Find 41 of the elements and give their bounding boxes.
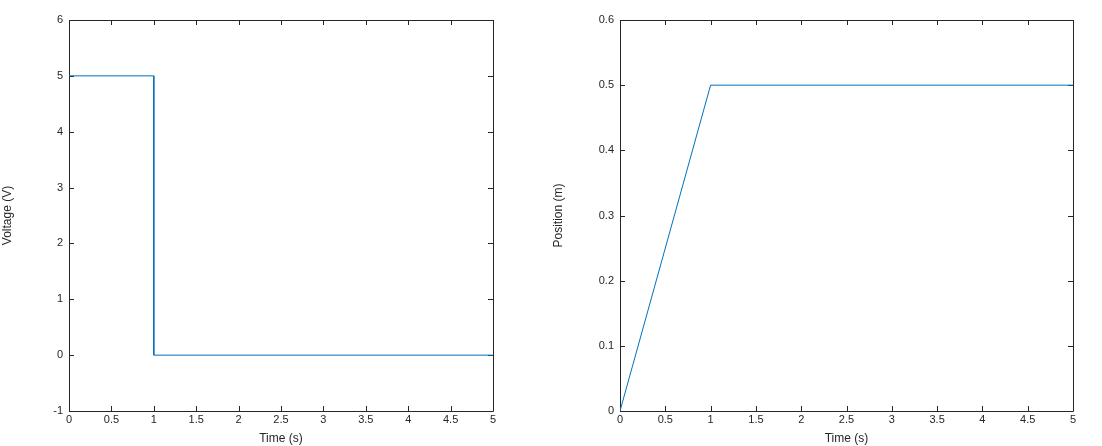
y-tick-label: 0 [607,404,614,417]
y-tick-label: 6 [56,13,63,26]
x-tick-label: 1.5 [188,412,204,425]
x-axis-title: Time (s) [824,431,869,446]
x-tick-label: 2 [235,412,242,425]
y-tick-label: 0.2 [598,273,614,286]
x-tick-label: 3 [320,412,327,425]
y-tick-label: 4 [56,124,63,137]
x-tick-label: 2 [798,412,805,425]
y-tick-label: 0.5 [598,78,614,91]
x-tick-label: 3.5 [358,412,374,425]
x-axis-title: Time (s) [259,431,303,446]
y-tick-label: 2 [56,236,63,249]
x-tick-label: 3.5 [929,412,945,425]
x-tick-label: 4.5 [442,412,459,425]
y-tick-label: 5 [56,68,63,81]
x-tick-label: 1.5 [748,412,764,425]
x-tick-label: 4.5 [1020,412,1036,425]
x-tick-label: 2.5 [838,412,855,425]
x-tick-label: 0 [65,412,73,425]
y-tick-label: 3 [56,180,63,193]
y-tick-label: 1 [56,292,63,305]
x-tick-label: 4 [979,412,986,425]
x-tick-label: 1 [150,412,157,425]
x-tick-label: 0.5 [103,412,120,425]
y-tick-label: -1 [53,404,63,417]
y-tick-label: 0.4 [598,143,614,156]
x-tick-label: 1 [707,412,714,425]
x-tick-label: 3 [888,412,895,425]
x-tick-label: 0 [616,412,624,425]
y-tick-label: 0 [56,348,63,361]
y-tick-label: 0.6 [598,13,614,26]
y-axis-title: Voltage (V) [0,185,14,246]
y-tick-label: 0.3 [598,208,614,221]
x-tick-label: 5 [489,412,497,425]
x-tick-label: 5 [1069,412,1077,425]
y-tick-label: 0.1 [598,338,614,351]
x-tick-label: 2.5 [273,412,289,425]
x-tick-label: 0.5 [657,412,673,425]
y-axis-title: Position (m) [550,183,565,248]
x-tick-label: 4 [405,412,412,425]
